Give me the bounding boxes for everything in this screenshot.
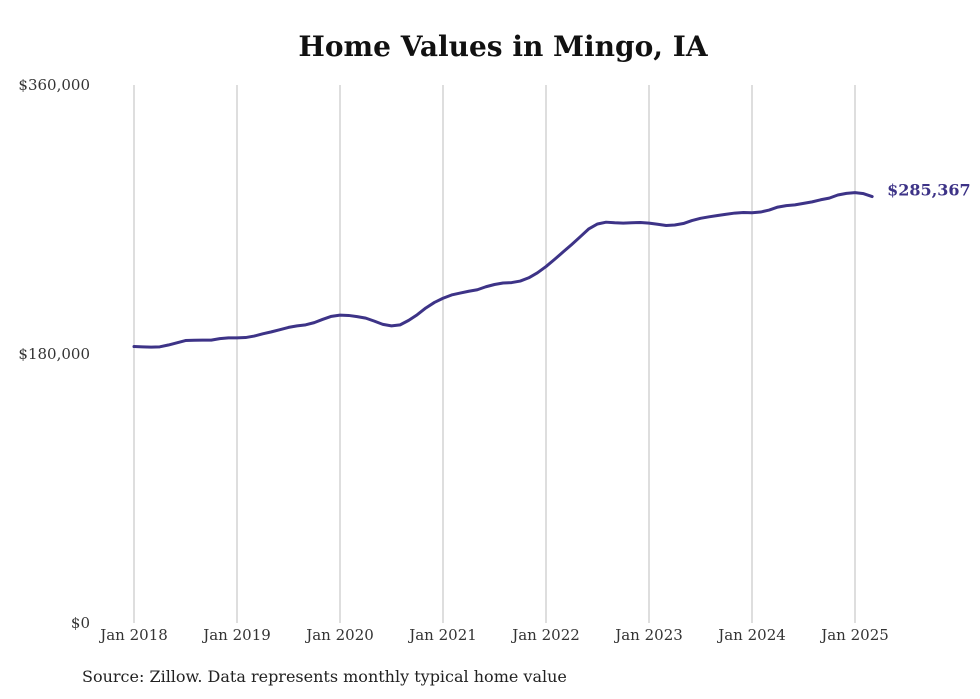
y-tick-label: $0 [71, 614, 90, 632]
chart-title: Home Values in Mingo, IA [298, 30, 708, 63]
y-tick-label: $180,000 [18, 345, 90, 363]
y-axis-ticks: $0 $180,000 $360,000 [18, 76, 90, 632]
series-line-0 [132, 191, 874, 349]
x-axis-ticks: Jan 2018 Jan 2019 Jan 2020 Jan 2021 Jan 2022… [98, 626, 889, 644]
x-tick-label: Jan 2022 [510, 626, 580, 644]
end-value-label: $285,367 [887, 181, 971, 200]
y-tick-label: $360,000 [18, 76, 90, 94]
x-tick-label: Jan 2023 [613, 626, 683, 644]
source-annotation: Source: Zillow. Data represents monthly … [82, 667, 567, 686]
x-tick-label: Jan 2021 [407, 626, 477, 644]
series-layer [132, 191, 874, 349]
x-tick-label: Jan 2019 [201, 626, 271, 644]
x-tick-label: Jan 2018 [98, 626, 168, 644]
x-tick-label: Jan 2025 [819, 626, 889, 644]
x-tick-label: Jan 2020 [304, 626, 374, 644]
vertical-gridlines [133, 85, 856, 623]
x-tick-label: Jan 2024 [716, 626, 786, 644]
end-label-layer: $285,367 [887, 181, 971, 200]
